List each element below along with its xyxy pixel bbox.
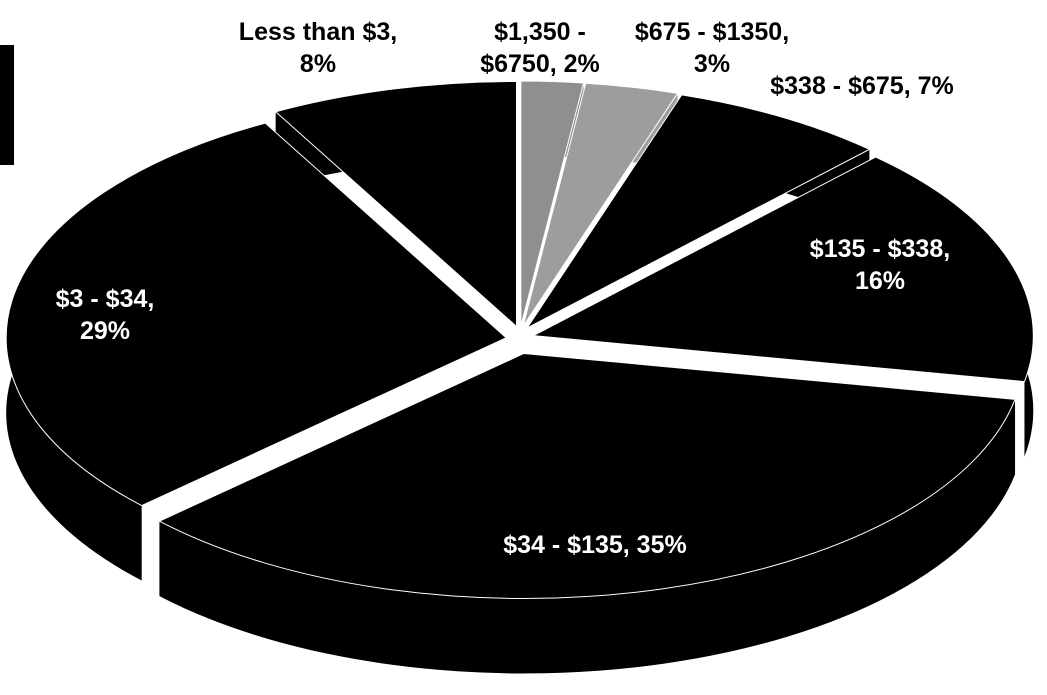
slice [274, 80, 518, 328]
slice [526, 94, 871, 329]
data-label: $34 - $135, 35% [503, 531, 687, 559]
slice [522, 82, 679, 327]
data-label: Less than $3, 8% [238, 18, 398, 78]
edge-bar [0, 45, 14, 165]
slice [158, 352, 1016, 599]
slice-side [159, 399, 1016, 674]
slice [520, 80, 585, 327]
data-label: $338 - $675, 7% [770, 72, 954, 100]
data-label: $1,350 - $6750, 2% [480, 18, 600, 78]
slice [5, 122, 508, 507]
slice [531, 156, 1034, 383]
data-label: $675 - $1350, 3% [634, 18, 790, 78]
data-label: $3 - $34, 29% [55, 285, 155, 345]
data-label: $135 - $338, 16% [809, 235, 951, 295]
